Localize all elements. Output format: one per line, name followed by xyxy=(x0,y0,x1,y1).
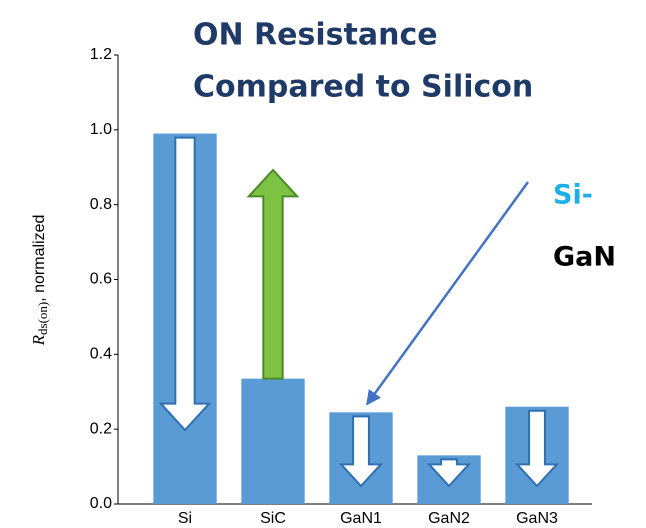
trend-arrow xyxy=(158,136,212,432)
trend-arrow xyxy=(514,409,560,488)
x-tick-label: GaN2 xyxy=(428,510,470,527)
annotation: Si- xyxy=(553,180,593,211)
y-label-text: , normalized xyxy=(31,215,48,302)
y-tick-label: 0.4 xyxy=(90,346,112,363)
bar xyxy=(241,378,305,504)
callout-arrow xyxy=(365,181,530,406)
x-tick-label: GaN1 xyxy=(340,510,382,527)
x-tick-label: SiC xyxy=(260,510,286,527)
trend-arrow xyxy=(426,458,472,488)
x-tick-label: Si xyxy=(178,510,192,527)
x-tick-label: GaN3 xyxy=(516,510,558,527)
trend-arrow xyxy=(338,415,384,488)
annotation: GaN xyxy=(553,242,616,273)
y-axis-label: Rds(on), normalized xyxy=(29,215,50,347)
chart-title: ON Resistance xyxy=(193,18,438,53)
y-label-subscript: ds(on) xyxy=(35,302,50,335)
y-tick-label: 0.0 xyxy=(90,495,112,512)
trend-arrow xyxy=(246,168,300,380)
chart-title: Compared to Silicon xyxy=(193,70,533,105)
y-tick-label: 0.8 xyxy=(90,196,112,213)
y-tick-label: 0.2 xyxy=(90,420,112,437)
y-tick-label: 1.0 xyxy=(90,121,112,138)
y-tick-label: 0.6 xyxy=(90,271,112,288)
y-label-symbol: R xyxy=(29,334,48,346)
y-tick-label: 1.2 xyxy=(90,46,112,63)
